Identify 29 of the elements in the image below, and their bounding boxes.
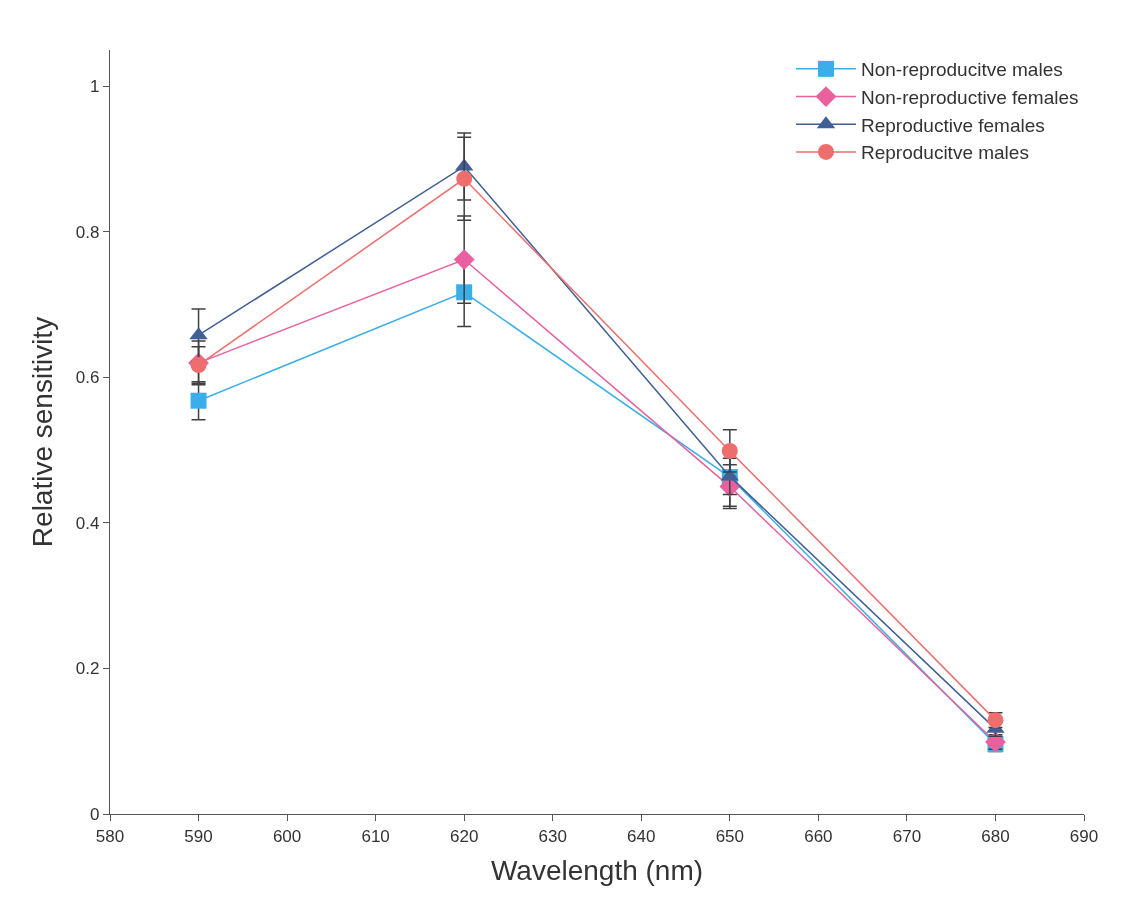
point [453,249,475,270]
x-tick-label: 610 [361,826,390,846]
y-tick-label: 0.4 [75,513,100,533]
y-axis-title: Relative sensitivity [26,316,58,548]
y-tick-label: 0.2 [75,659,100,679]
x-tick-label: 620 [449,826,479,846]
x-tick-label: 670 [892,826,922,846]
x-tick-label: 650 [715,826,745,846]
x-tick-label: 590 [184,826,213,846]
y-tick-label: 0.8 [75,222,100,242]
point [456,170,473,187]
legend-label: Non-reproductive females [861,86,1079,108]
y-tick-label: 0 [90,804,100,824]
x-tick-label: 690 [1069,826,1099,846]
point [721,442,738,459]
x-tick-label: 630 [538,826,567,846]
x-tick-label: 640 [627,826,656,846]
legend-label: Reproductive females [861,114,1045,136]
y-tick-label: 1 [90,77,100,97]
x-tick-label: 680 [981,826,1010,846]
legend-label: Reproducitve males [861,142,1029,164]
point [190,392,207,409]
x-tick-label: 660 [804,826,833,846]
x-tick-label: 580 [95,826,125,846]
point [190,357,207,374]
y-tick-label: 0.6 [75,368,100,388]
legend-label: Non-reproducitve males [861,59,1063,81]
x-axis-title: Wavelength (nm) [490,854,704,886]
x-tick-label: 600 [272,826,302,846]
